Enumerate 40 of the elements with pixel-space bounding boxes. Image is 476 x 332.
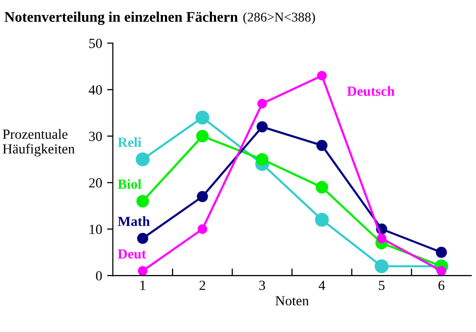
y-axis-title: Prozentuale Häufigkeiten xyxy=(2,129,75,156)
point xyxy=(316,140,328,151)
point xyxy=(138,266,148,276)
x-tick-label: 6 xyxy=(438,280,444,290)
point xyxy=(436,246,447,258)
y-tick-label: 50 xyxy=(89,38,102,48)
x-tick-label: 3 xyxy=(259,280,266,290)
point xyxy=(314,212,329,227)
point xyxy=(256,121,268,132)
series-label: Deut xyxy=(118,249,146,259)
chart-subtitle: (286>N<388) xyxy=(243,12,315,24)
y-tick-label: 20 xyxy=(89,178,102,188)
chart-title: Notenverteilung in einzelnen Fächern xyxy=(4,12,238,25)
point xyxy=(137,232,148,244)
point xyxy=(196,130,209,142)
point xyxy=(136,152,150,166)
y-tick-label: 0 xyxy=(96,271,102,281)
x-tick-label: 2 xyxy=(200,280,206,290)
series-label: Reli xyxy=(118,137,142,148)
point xyxy=(436,266,446,276)
x-tick-label: 5 xyxy=(378,280,385,290)
x-tick-label: 4 xyxy=(318,280,326,290)
point xyxy=(257,98,268,108)
series-label: Biol xyxy=(118,179,142,189)
point xyxy=(317,70,327,81)
y-tick-label: 40 xyxy=(88,85,102,95)
y-tick-label: 30 xyxy=(89,132,102,142)
x-tick-label: 1 xyxy=(140,280,146,290)
point xyxy=(376,234,386,244)
annotation: Deutsch xyxy=(347,86,395,96)
point xyxy=(136,194,149,208)
point xyxy=(374,259,389,274)
point xyxy=(195,110,210,124)
series-label: Math xyxy=(118,216,150,226)
point xyxy=(196,190,208,202)
point xyxy=(316,181,328,194)
y-tick-label: 10 xyxy=(90,224,102,234)
point xyxy=(256,153,268,166)
x-axis-title: Noten xyxy=(275,296,309,306)
point xyxy=(198,224,208,234)
